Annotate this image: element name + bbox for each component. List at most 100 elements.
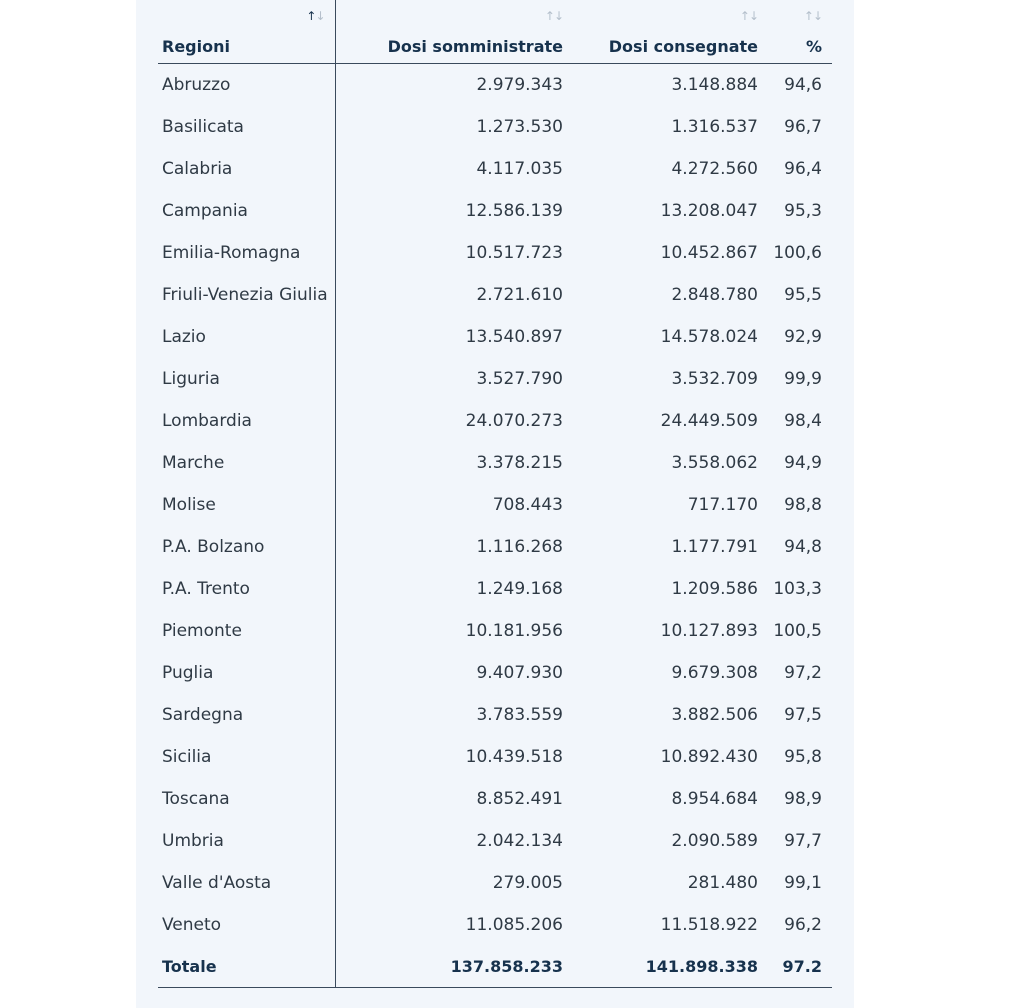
cell-delivered: 3.148.884 <box>671 75 758 95</box>
column-header-label: Dosi somministrate <box>387 37 563 56</box>
cell-administered: 1.249.168 <box>476 579 563 599</box>
cell-administered: 1.273.530 <box>476 117 563 137</box>
cell-region: Basilicata <box>158 106 336 148</box>
table-row: Emilia-Romagna 10.517.723 10.452.867 100,6 <box>158 232 832 274</box>
cell-percent: 98,8 <box>784 495 822 515</box>
table-row: Molise 708.443 717.170 98,8 <box>158 484 832 526</box>
cell-region: Molise <box>158 484 336 526</box>
total-cell-administered: 137.858.233 <box>335 946 573 988</box>
column-header-label: % <box>805 37 822 56</box>
table-row: Valle d'Aosta 279.005 281.480 99,1 <box>158 862 832 904</box>
cell-delivered: 1.316.537 <box>671 117 758 137</box>
cell-percent: 98,9 <box>784 789 822 809</box>
cell-administered: 10.517.723 <box>465 243 563 263</box>
cell-percent: 97,5 <box>784 705 822 725</box>
cell-percent: 103,3 <box>773 579 822 599</box>
table-row: Sardegna 3.783.559 3.882.506 97,5 <box>158 694 832 736</box>
cell-region: Valle d'Aosta <box>158 862 336 904</box>
column-header-dosi-somministrate[interactable]: ↑↓ Dosi somministrate <box>335 0 573 64</box>
cell-delivered: 1.209.586 <box>671 579 758 599</box>
cell-percent: 94,9 <box>784 453 822 473</box>
table-row: Basilicata 1.273.530 1.316.537 96,7 <box>158 106 832 148</box>
cell-region: Campania <box>158 190 336 232</box>
cell-administered: 10.181.956 <box>465 621 563 641</box>
table-row: Umbria 2.042.134 2.090.589 97,7 <box>158 820 832 862</box>
cell-region: Lombardia <box>158 400 336 442</box>
cell-region: P.A. Trento <box>158 568 336 610</box>
column-header-dosi-consegnate[interactable]: ↑↓ Dosi consegnate <box>573 0 768 64</box>
cell-percent: 92,9 <box>784 327 822 347</box>
table-row: Campania 12.586.139 13.208.047 95,3 <box>158 190 832 232</box>
cell-percent: 97,2 <box>784 663 822 683</box>
table-row: Sicilia 10.439.518 10.892.430 95,8 <box>158 736 832 778</box>
table-row: Friuli-Venezia Giulia 2.721.610 2.848.780 9… <box>158 274 832 316</box>
cell-delivered: 3.882.506 <box>671 705 758 725</box>
cell-administered: 4.117.035 <box>476 159 563 179</box>
table-row: Liguria 3.527.790 3.532.709 99,9 <box>158 358 832 400</box>
table-row: P.A. Trento 1.249.168 1.209.586 103,3 <box>158 568 832 610</box>
cell-region: Toscana <box>158 778 336 820</box>
cell-administered: 10.439.518 <box>465 747 563 767</box>
cell-percent: 96,4 <box>784 159 822 179</box>
cell-region: Friuli-Venezia Giulia <box>158 274 336 316</box>
sort-icon[interactable]: ↑↓ <box>803 9 823 23</box>
total-cell-delivered: 141.898.338 <box>573 946 768 988</box>
total-cell-region: Totale <box>158 946 336 988</box>
table-row: Piemonte 10.181.956 10.127.893 100,5 <box>158 610 832 652</box>
cell-percent: 95,3 <box>784 201 822 221</box>
cell-delivered: 3.532.709 <box>671 369 758 389</box>
cell-delivered: 14.578.024 <box>660 327 758 347</box>
cell-administered: 2.979.343 <box>476 75 563 95</box>
table-row: Toscana 8.852.491 8.954.684 98,9 <box>158 778 832 820</box>
cell-percent: 98,4 <box>784 411 822 431</box>
cell-percent: 94,8 <box>784 537 822 557</box>
cell-percent: 95,5 <box>784 285 822 305</box>
table-header-row: ↑↓ Regioni ↑↓ Dosi somministrate ↑↓ Dosi… <box>158 0 832 64</box>
cell-delivered: 1.177.791 <box>671 537 758 557</box>
cell-percent: 99,1 <box>784 873 822 893</box>
cell-region: Sardegna <box>158 694 336 736</box>
cell-region: Veneto <box>158 904 336 946</box>
cell-administered: 2.042.134 <box>476 831 563 851</box>
cell-delivered: 9.679.308 <box>671 663 758 683</box>
cell-region: Sicilia <box>158 736 336 778</box>
cell-region: Lazio <box>158 316 336 358</box>
vaccine-doses-table: ↑↓ Regioni ↑↓ Dosi somministrate ↑↓ Dosi… <box>158 0 832 988</box>
cell-percent: 99,9 <box>784 369 822 389</box>
cell-delivered: 717.170 <box>687 495 758 515</box>
cell-administered: 708.443 <box>492 495 563 515</box>
cell-region: Emilia-Romagna <box>158 232 336 274</box>
total-cell-percent: 97.2 <box>768 946 832 988</box>
table-row: Veneto 11.085.206 11.518.922 96,2 <box>158 904 832 946</box>
cell-region: Marche <box>158 442 336 484</box>
sort-icon[interactable]: ↑↓ <box>544 9 564 23</box>
cell-delivered: 8.954.684 <box>671 789 758 809</box>
table-row: Marche 3.378.215 3.558.062 94,9 <box>158 442 832 484</box>
cell-percent: 100,6 <box>773 243 822 263</box>
column-header-percent[interactable]: ↑↓ % <box>768 0 832 64</box>
cell-administered: 2.721.610 <box>476 285 563 305</box>
sort-icon[interactable]: ↑↓ <box>739 9 759 23</box>
sort-icon[interactable]: ↑↓ <box>306 9 325 23</box>
cell-delivered: 281.480 <box>687 873 758 893</box>
cell-region: Abruzzo <box>158 63 336 106</box>
cell-percent: 96,2 <box>784 915 822 935</box>
cell-percent: 97,7 <box>784 831 822 851</box>
cell-administered: 279.005 <box>492 873 563 893</box>
cell-administered: 24.070.273 <box>465 411 563 431</box>
cell-percent: 100,5 <box>773 621 822 641</box>
column-header-label: Regioni <box>162 37 230 56</box>
cell-percent: 94,6 <box>784 75 822 95</box>
cell-delivered: 11.518.922 <box>660 915 758 935</box>
cell-administered: 8.852.491 <box>476 789 563 809</box>
column-header-regioni[interactable]: ↑↓ Regioni <box>158 0 336 64</box>
cell-region: P.A. Bolzano <box>158 526 336 568</box>
table-row: Abruzzo 2.979.343 3.148.884 94,6 <box>158 63 832 106</box>
cell-administered: 9.407.930 <box>476 663 563 683</box>
cell-delivered: 10.452.867 <box>660 243 758 263</box>
table-row: P.A. Bolzano 1.116.268 1.177.791 94,8 <box>158 526 832 568</box>
cell-delivered: 2.848.780 <box>671 285 758 305</box>
cell-administered: 11.085.206 <box>465 915 563 935</box>
cell-delivered: 2.090.589 <box>671 831 758 851</box>
cell-administered: 1.116.268 <box>476 537 563 557</box>
